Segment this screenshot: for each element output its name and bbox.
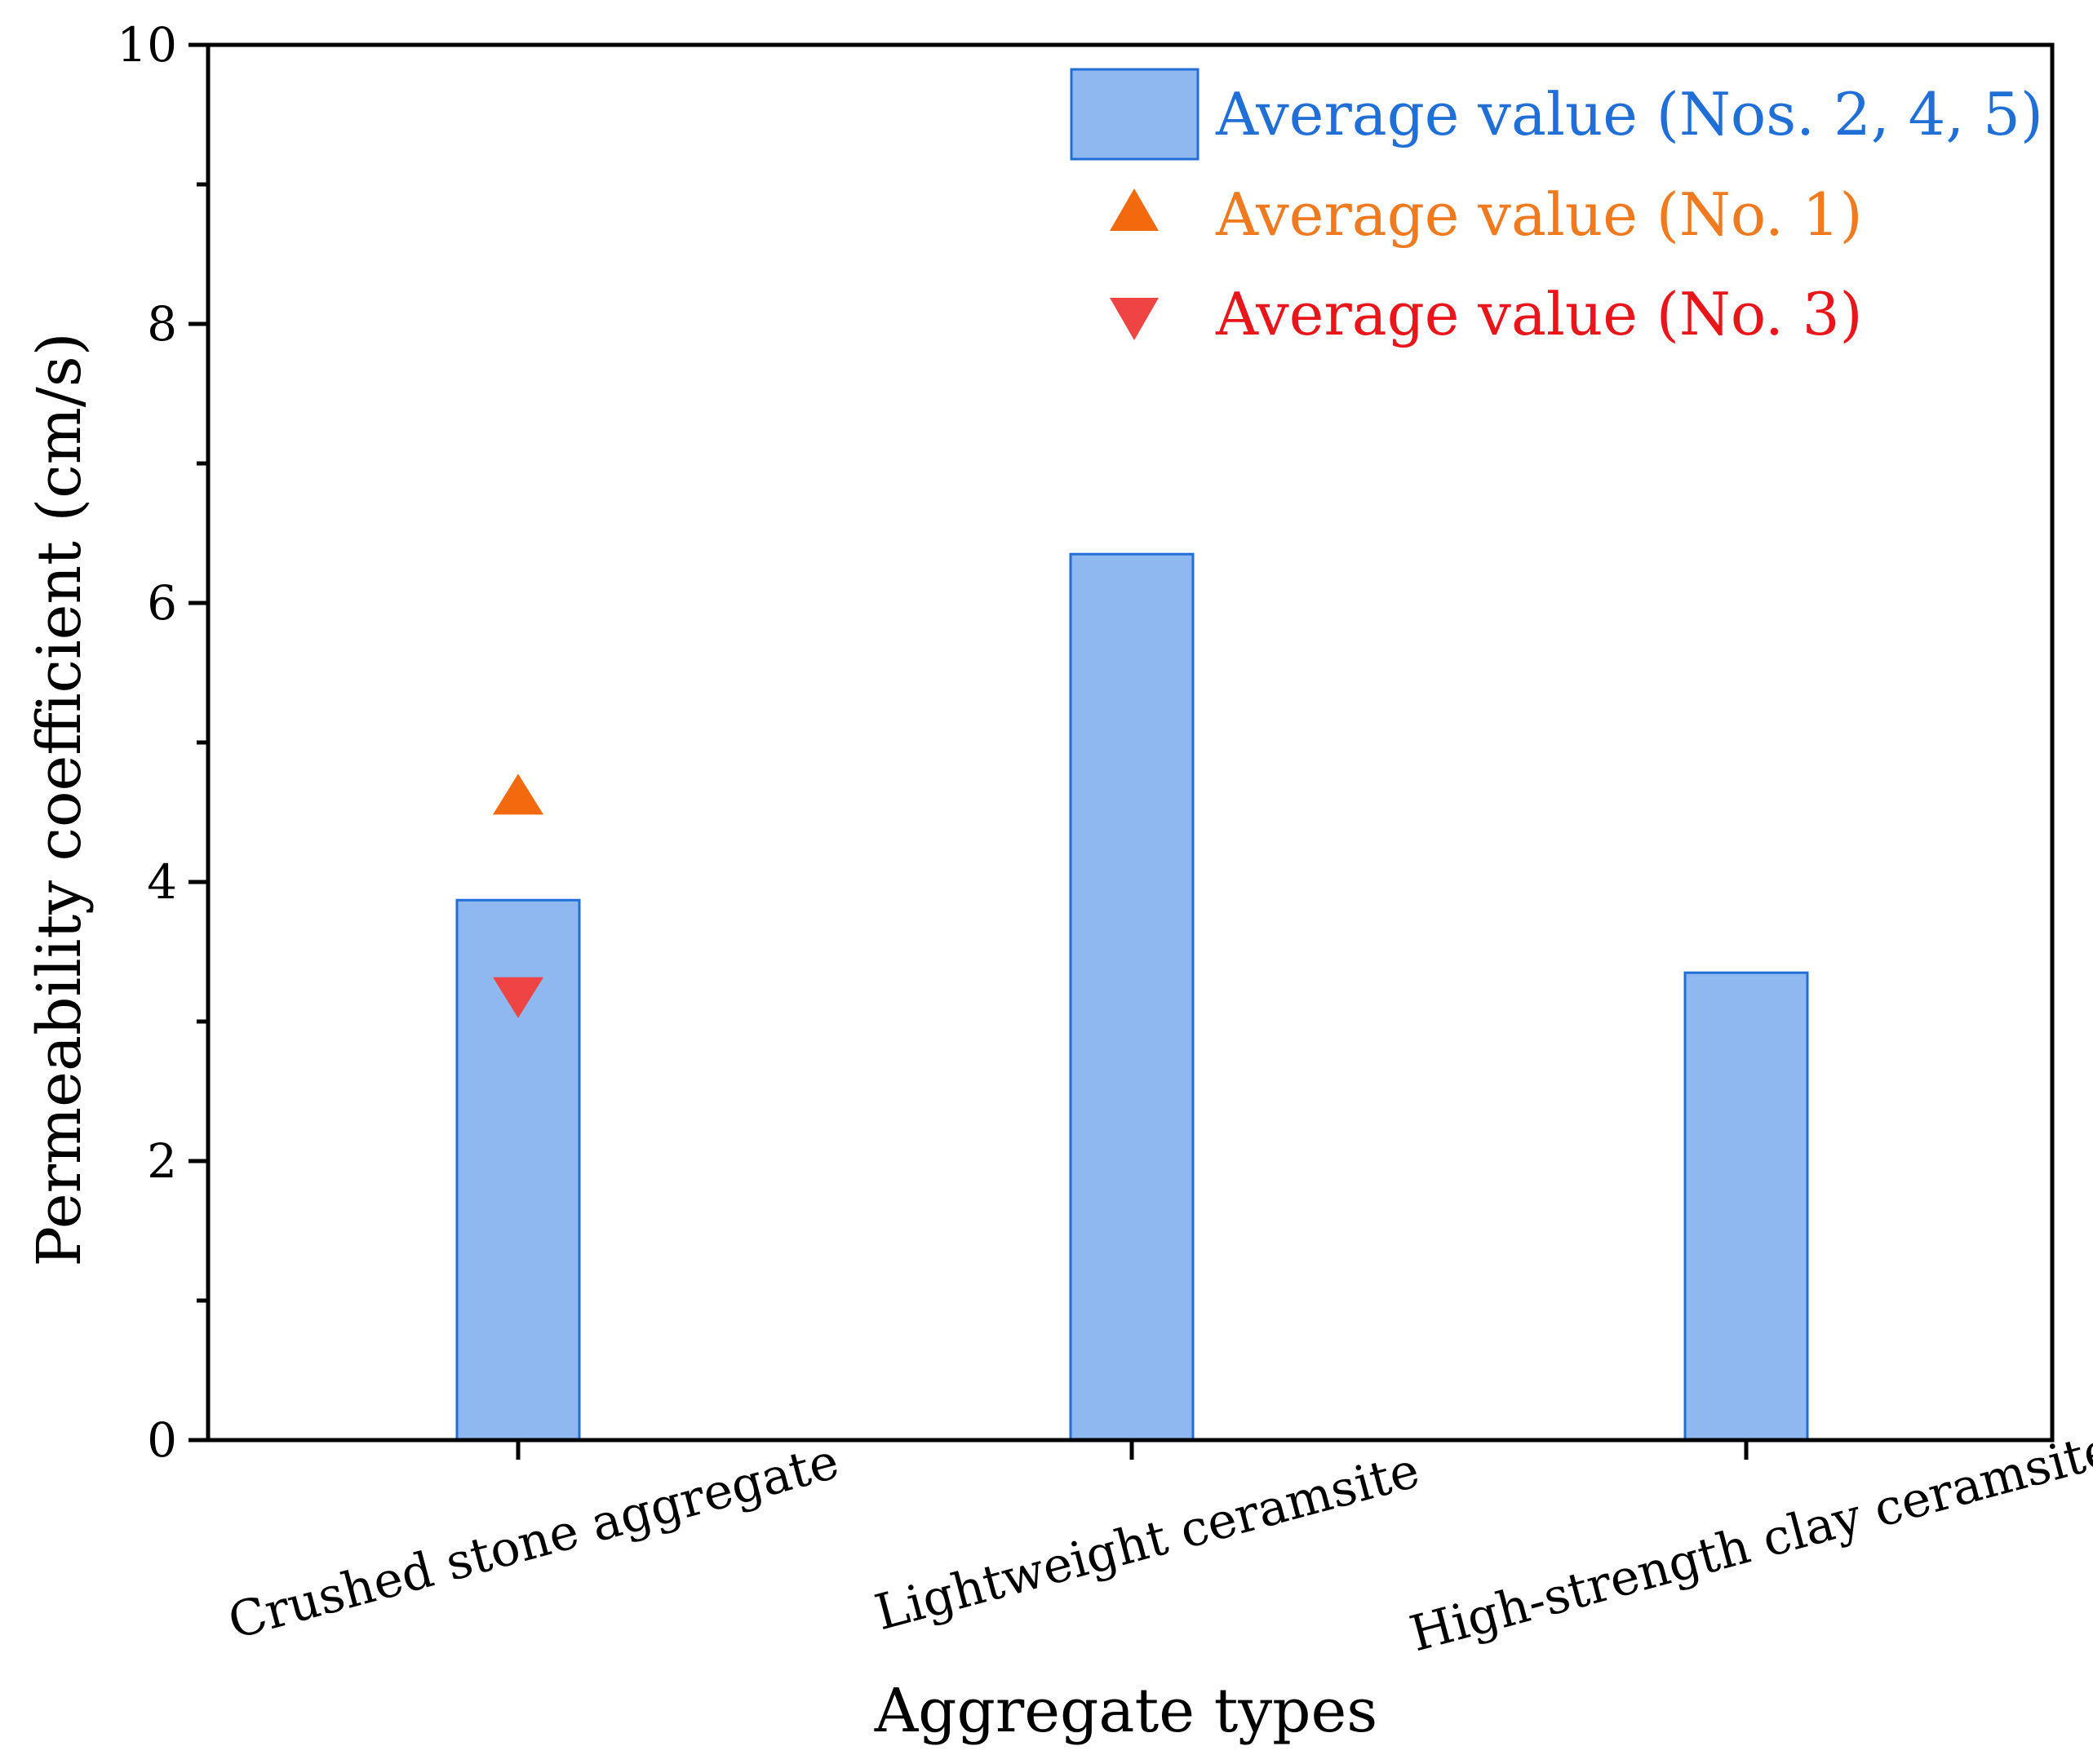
legend-label: Average value (No. 1) (1215, 180, 1863, 249)
x-category-label: High-strength clay ceramsite (1404, 1421, 2093, 1664)
legend-label: Average value (Nos. 2, 4, 5) (1215, 80, 2043, 148)
point-no1-1 (493, 773, 543, 815)
y-tick-label: 2 (147, 1133, 177, 1189)
bars-layer (455, 552, 1809, 1442)
legend-swatch-triangle-down (1110, 298, 1159, 340)
point-no3-1 (493, 977, 543, 1018)
y-tick-label: 10 (117, 17, 177, 73)
y-tick-label: 8 (147, 296, 177, 352)
x-category-label: Lightweight ceramsite (869, 1442, 1425, 1642)
y-tick-label: 6 (147, 575, 177, 631)
x-axis: Crushed stone aggregate Lightweight ceram… (223, 1421, 2093, 1664)
y-tick-label: 4 (147, 854, 177, 910)
y-axis: 0 2 4 6 8 10 (117, 17, 208, 1468)
legend: Average value (Nos. 2, 4, 5) Average valu… (1070, 68, 2043, 348)
legend-label: Average value (No. 3) (1215, 280, 1863, 348)
bar-3 (1683, 971, 1809, 1442)
bar-2 (1069, 552, 1195, 1442)
legend-swatch-bar (1070, 68, 1199, 161)
legend-swatch-triangle-up (1110, 188, 1159, 231)
x-category-label: Crushed stone aggregate (223, 1433, 845, 1651)
y-axis-title: Permeability coefficient (cm/s) (24, 332, 95, 1266)
x-axis-title: Aggregate types (874, 1676, 1378, 1746)
points-layer (493, 773, 543, 1018)
y-tick-label: 0 (147, 1412, 177, 1468)
